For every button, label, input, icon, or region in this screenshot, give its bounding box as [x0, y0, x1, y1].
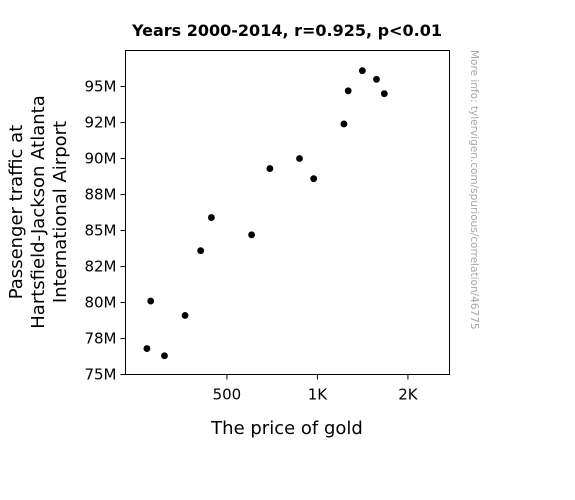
data-point [380, 90, 388, 98]
y-tick-label: 92M [84, 114, 116, 132]
data-point [197, 247, 205, 255]
y-tick-label: 95M [84, 78, 116, 96]
data-point [340, 120, 348, 128]
data-point [147, 297, 155, 305]
y-tick-label: 85M [84, 222, 116, 240]
y-tick-label: 78M [84, 330, 116, 348]
chart-title: Years 2000-2014, r=0.925, p<0.01 [131, 21, 442, 40]
data-point [207, 214, 215, 221]
y-tick-label: 90M [84, 150, 116, 168]
y-axis: 75M 78M 80M 82M 85M 88M 90M 92M 95M [84, 78, 126, 384]
data-point [143, 345, 151, 352]
data-points [143, 67, 388, 360]
data-point [181, 312, 189, 319]
y-axis-label-line-1: Passenger traffic at [6, 125, 27, 300]
data-point [310, 175, 318, 183]
data-point [373, 75, 380, 83]
data-point [248, 231, 255, 239]
x-tick-label: 500 [213, 386, 242, 404]
data-point [358, 67, 366, 75]
data-point [266, 165, 274, 172]
data-point [161, 352, 168, 360]
y-tick-label: 75M [84, 366, 116, 384]
y-tick-label: 88M [84, 186, 116, 204]
x-tick-label: 2K [398, 386, 419, 404]
x-axis-label: The price of gold [210, 418, 363, 439]
data-point [344, 87, 352, 95]
y-axis-label-line-3: International Airport [50, 121, 71, 303]
x-tick-label: 1K [308, 386, 329, 404]
y-axis-label-line-2: Hartsfield-Jackson Atlanta [28, 95, 49, 329]
y-tick-label: 80M [84, 294, 116, 312]
watermark-text: More info: tylervigen.com/spurious/corre… [468, 50, 480, 330]
x-axis: 500 1K 2K [213, 374, 419, 404]
y-axis-label: Passenger traffic at Hartsfield-Jackson … [6, 95, 71, 329]
plot-frame [125, 50, 450, 375]
y-tick-label: 82M [84, 258, 116, 276]
data-point [296, 155, 303, 162]
